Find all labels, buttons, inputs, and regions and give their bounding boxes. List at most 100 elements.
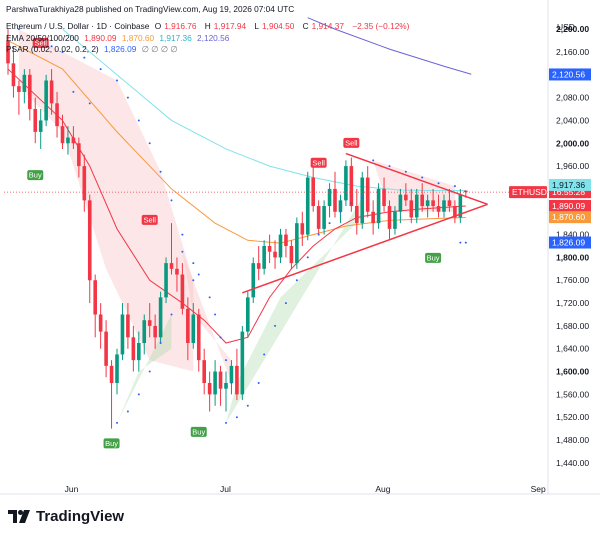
psar-dot [116,421,118,424]
y-tick-label: 1,440.00 [556,458,589,468]
y-tick-label: 2,160.00 [556,47,589,57]
candle-body [44,80,48,121]
psar-dot [246,404,249,407]
candle-body [404,194,408,201]
signal-badge [343,137,360,148]
signal-badge [190,426,207,437]
ema50-value: 1,870.60 [121,33,155,43]
signal-badge [141,214,158,225]
buy-signal: Buy [27,170,44,181]
psar-dot [72,90,75,93]
psar-dot [208,296,211,299]
candle-body [284,234,288,246]
tradingview-logo[interactable]: TradingView [8,508,124,525]
candle-body [425,200,430,207]
candle-body [126,314,130,338]
symbol-tag-bg [509,186,547,199]
signal-badge [310,157,327,168]
candle-body [153,325,157,338]
triangle-pattern [242,152,488,294]
candle-body [142,320,147,344]
price-label-text: 1,917.36 [552,180,585,190]
candle-body [338,200,343,212]
y-tick-label: 2,080.00 [556,93,589,103]
psar-dot [257,381,260,384]
y-tick-label: 1,840.00 [556,230,589,240]
candle-body [66,137,70,144]
candle-body [458,194,463,218]
psar-dot [181,233,184,236]
candle-body [256,263,261,269]
psar-dot [159,342,162,345]
candle-body [409,200,414,218]
candle-body [289,246,294,264]
psar-dot [225,359,227,362]
tradingview-logo-icon [8,510,30,523]
candle-body [333,188,337,212]
candle-body [120,314,125,355]
candle-body [316,206,321,229]
candle-body [240,331,245,395]
psar-fill [226,197,363,423]
buy-signal: Buy [190,426,207,437]
price-label-text: 1,890.09 [552,201,585,211]
ema200-line [307,17,472,75]
candle-body [382,188,386,207]
psar-dot [453,185,456,188]
psar-dot [388,165,391,168]
price-label: 1,826.09 [549,236,591,249]
signal-label: Buy [105,439,118,448]
y-tick-label: 1,480.00 [556,435,589,445]
time-axis: Jun Jul Aug Sep [0,484,600,495]
sell-signal: Sell [343,137,360,148]
ohlc-high: H 1,917.94 [204,21,247,31]
psar-dot [328,222,331,225]
candle-body [447,200,452,207]
price-label: 1,917.36 [549,178,591,191]
psar-dot [464,241,467,244]
candle-body [202,360,206,383]
candle-body [267,246,272,252]
ema20-value: 1,890.09 [84,33,117,43]
signal-badge [425,252,442,263]
candle-body [213,371,217,395]
price-label-bg [549,199,591,212]
candle-body [131,337,136,361]
psar-dot [17,28,20,31]
psar-dot [230,381,233,384]
psar-dot [197,273,200,276]
signal-label: Buy [29,171,42,180]
triangle-upper-line [345,152,488,206]
sell-signal: Sell [141,214,158,225]
y-tick-label: 1,720.00 [556,298,589,308]
signal-badge [32,37,49,48]
psar-dot [192,262,195,265]
tradingview-logo-text: TradingView [36,508,125,525]
ema-label: EMA 20/50/100/200 [6,33,79,43]
psar-dot [295,279,298,282]
y-tick-label: 1,760.00 [556,275,589,285]
psar-dot [459,241,462,244]
triangle-lower-line [242,203,488,294]
psar-fill [373,160,455,212]
candle-body [60,126,65,144]
candle-body [431,200,435,207]
candle-body [414,194,419,218]
candle-body [115,354,119,383]
psar-dot [83,56,86,59]
candle-body [38,120,43,132]
y-tick-label: 1,960.00 [556,161,589,171]
sell-signal: Sell [310,157,327,168]
psar-dot [61,50,64,53]
candle-body [98,314,103,332]
candle-body [82,166,87,201]
psar-dot [274,324,277,327]
psar-value: 1,826.09 [104,44,137,54]
candle-body [322,206,326,229]
candle-body [387,206,392,229]
candle-body [186,308,190,344]
y-tick-label: 1,560.00 [556,389,589,399]
price-label-bg [549,211,591,224]
y-tick-label: 1,640.00 [556,344,589,354]
